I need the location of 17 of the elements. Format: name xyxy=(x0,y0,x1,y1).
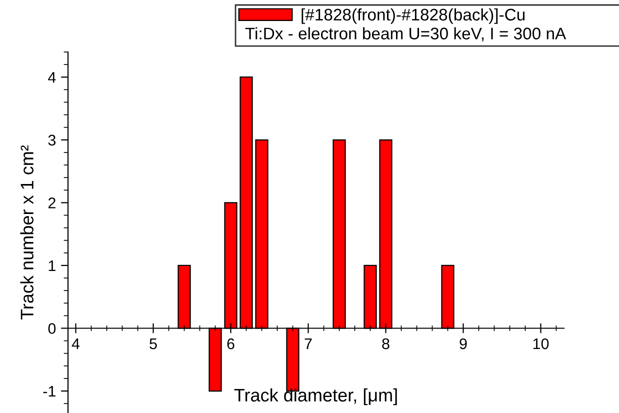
y-tick-label: 2 xyxy=(48,198,56,208)
x-tick-label: 7 xyxy=(304,338,312,350)
y-axis-title: Track number x 1 cm² xyxy=(20,145,34,320)
text: Ti:Dx - electron beam U=30 keV, I = 300 nA xyxy=(245,27,566,42)
x-tick-label: 6 xyxy=(227,338,234,350)
y-tick-label: -1 xyxy=(43,386,56,397)
x-tick-label: 4 xyxy=(72,338,80,350)
x-tick-label: 9 xyxy=(460,338,467,350)
y-tick-label: 4 xyxy=(48,72,56,83)
x-tick-label: 10 xyxy=(533,338,549,350)
x-tick-label: 8 xyxy=(382,338,390,350)
y-tick-label: 3 xyxy=(48,134,56,146)
x-axis-title: Track diameter, [μm] xyxy=(234,388,397,406)
y-tick-label: 1 xyxy=(48,260,56,271)
x-tick-label: 5 xyxy=(150,338,157,350)
legend-label: [#1828(front)-#1828(back)]-Cu xyxy=(302,8,525,24)
y-tick-label: 0 xyxy=(48,323,56,334)
